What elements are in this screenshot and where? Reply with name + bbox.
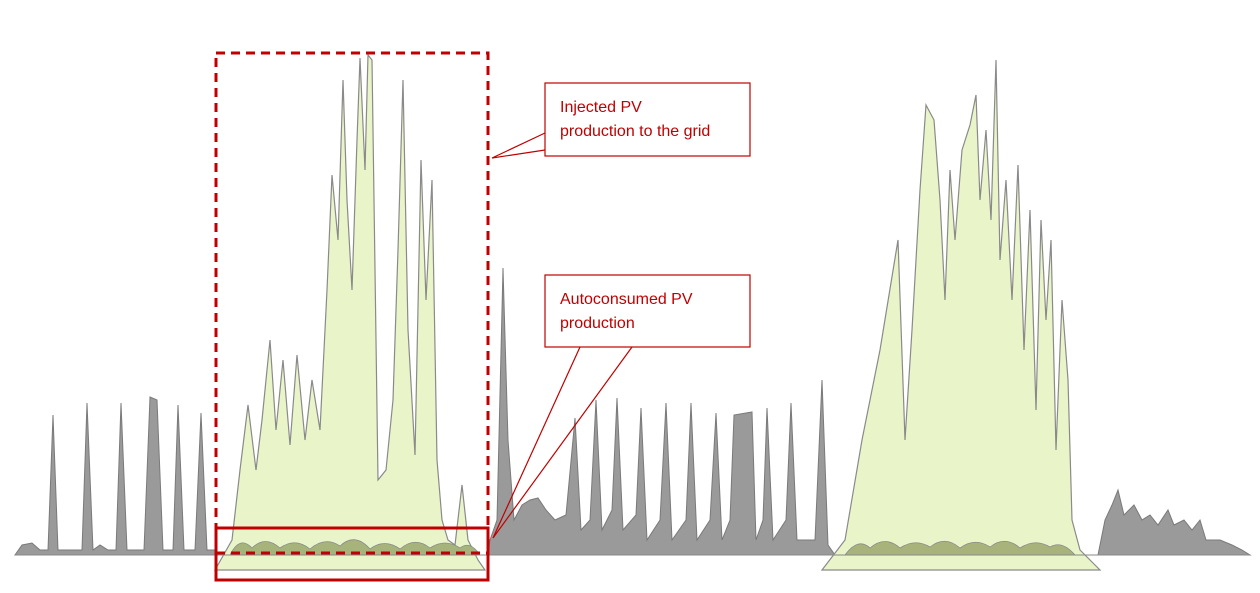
callout-text: production [560,315,635,332]
callout-text: Injected PV [560,99,642,116]
callout-text: Autoconsumed PV [560,291,693,308]
callout-box [544,82,751,157]
injected-highlight [214,51,490,555]
autoconsumed-area [229,539,1076,556]
callout-box [544,274,751,348]
autoconsumed-highlight [214,526,490,582]
pv-production-area [213,53,1102,571]
callout-connector [492,346,633,539]
callout-text: production to the grid [560,123,710,140]
callout-connector [491,132,546,159]
consumption-area [14,267,1252,556]
